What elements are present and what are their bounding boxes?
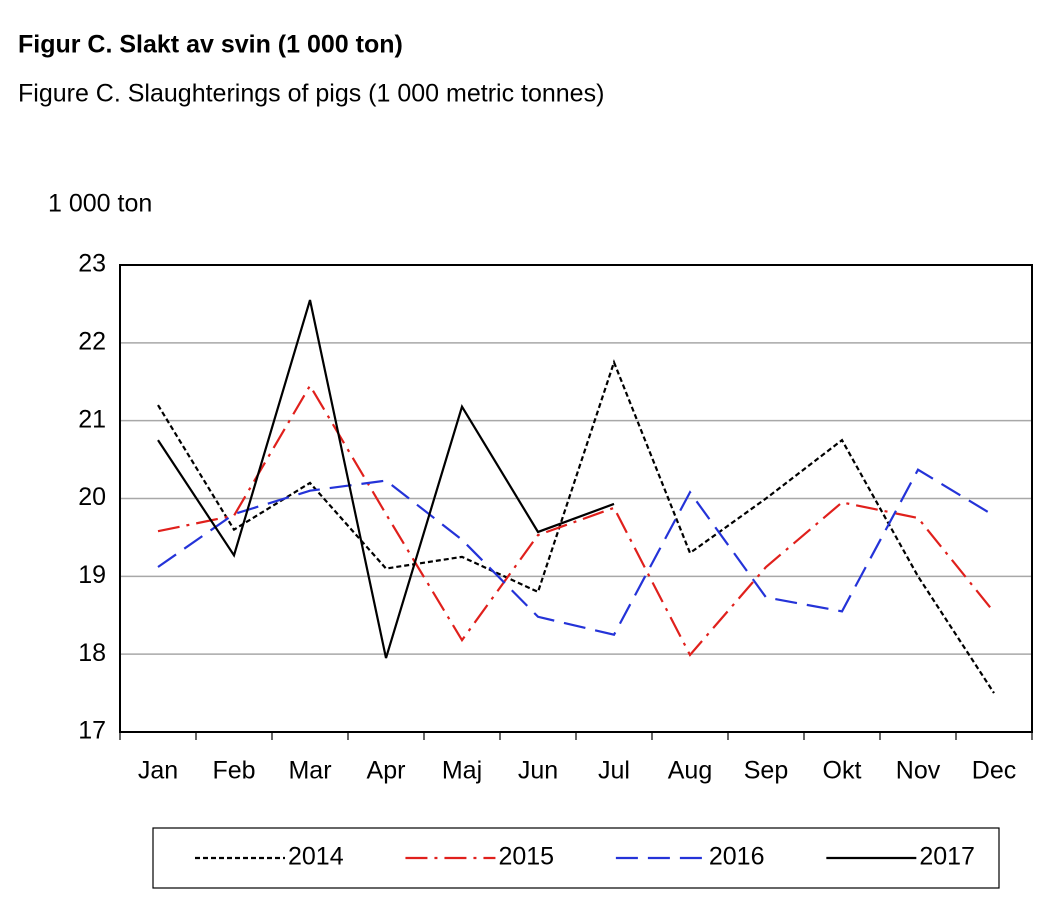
y-tick-label: 20 — [78, 483, 106, 511]
x-tick-label: Sep — [744, 757, 788, 785]
x-tick-label: Okt — [823, 757, 862, 785]
series-line — [157, 468, 995, 636]
y-tick-label: 18 — [78, 639, 106, 667]
series-line — [157, 383, 995, 657]
legend-label: 2015 — [498, 843, 554, 871]
y-tick-label: 22 — [78, 327, 106, 355]
chart-subtitle: Figure C. Slaughterings of pigs (1 000 m… — [18, 80, 604, 108]
series-line — [157, 299, 615, 659]
chart-title: Figur C. Slakt av svin (1 000 ton) — [18, 31, 403, 59]
x-tick-label: Mar — [288, 757, 331, 785]
x-tick-label: Jun — [518, 757, 558, 785]
y-tick-label: 19 — [78, 561, 106, 589]
x-tick-label: Feb — [212, 757, 255, 785]
y-tick-label: 23 — [78, 250, 106, 278]
x-tick-label: Apr — [367, 757, 406, 785]
legend-label: 2014 — [288, 843, 344, 871]
legend-label: 2016 — [709, 843, 765, 871]
x-tick-label: Maj — [442, 757, 482, 785]
x-tick-label: Jul — [598, 757, 630, 785]
series-line — [157, 359, 995, 694]
x-tick-label: Dec — [972, 757, 1016, 785]
y-tick-label: 21 — [78, 405, 106, 433]
legend-label: 2017 — [919, 843, 975, 871]
x-tick-label: Nov — [896, 757, 941, 785]
x-tick-label: Jan — [138, 757, 178, 785]
x-tick-label: Aug — [668, 757, 712, 785]
y-tick-label: 17 — [78, 717, 106, 745]
legend-box — [152, 827, 1000, 889]
y-axis-label: 1 000 ton — [48, 190, 152, 218]
